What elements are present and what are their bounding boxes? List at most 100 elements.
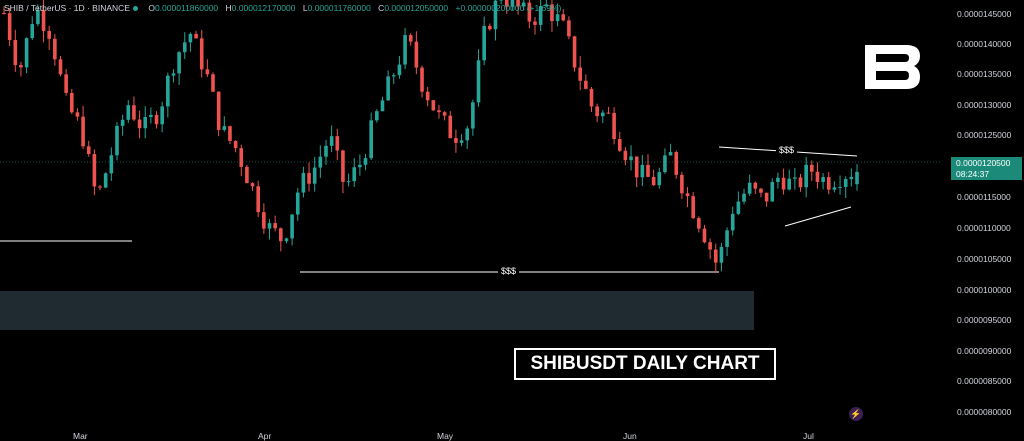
price-label: 0.0000130000: [957, 100, 1012, 110]
candle-body: [493, 0, 498, 30]
candle-body: [459, 140, 464, 143]
candle-body: [137, 119, 142, 129]
lightning-icon[interactable]: ⚡: [849, 407, 863, 421]
candle-body: [600, 112, 605, 117]
time-label: Jun: [623, 431, 637, 441]
candle-body: [629, 156, 633, 161]
candle-body: [798, 177, 803, 188]
price-scale[interactable]: [942, 0, 1024, 441]
price-label: 0.0000135000: [957, 69, 1012, 79]
candle-body: [301, 172, 306, 193]
price-label: 0.0000095000: [957, 315, 1012, 325]
candle-body: [589, 88, 594, 107]
candle-body: [634, 156, 639, 178]
candle-body: [120, 119, 125, 126]
candle-body: [651, 176, 656, 186]
candle-body: [375, 111, 379, 121]
candle-body: [194, 33, 198, 39]
candle-body: [2, 12, 6, 14]
candle-body: [284, 238, 289, 242]
candle-body: [804, 164, 808, 188]
candle-body: [838, 186, 842, 188]
candle-body: [358, 164, 362, 168]
candle-body: [510, 0, 515, 7]
price-label: 0.0000145000: [957, 9, 1012, 19]
candle-body: [352, 167, 357, 182]
candle-body: [386, 76, 390, 101]
time-label: Apr: [258, 431, 272, 441]
candle-body: [425, 91, 430, 101]
candle-body: [7, 13, 12, 41]
candle-body: [126, 105, 131, 120]
candle-body: [391, 75, 396, 77]
candle-body: [211, 74, 215, 92]
candle-body: [47, 30, 51, 39]
candle-body: [205, 69, 210, 75]
open-label: O: [148, 3, 155, 13]
time-label: Mar: [73, 431, 88, 441]
candle-body: [109, 155, 114, 174]
candle-body: [318, 156, 323, 168]
high-value: 0.000012170000: [231, 3, 296, 13]
candle-body: [75, 112, 80, 117]
candle-body: [245, 166, 249, 184]
candle-body: [154, 114, 159, 125]
candle-body: [437, 110, 441, 113]
demand-zone: [0, 291, 754, 330]
candle-body: [855, 171, 859, 185]
candle-body: [747, 182, 752, 194]
candle-body: [482, 25, 486, 61]
current-price-value: 0.0000120500: [956, 158, 1011, 168]
candle-body: [228, 126, 232, 141]
candle-body: [149, 114, 153, 118]
candle-body: [98, 186, 102, 188]
candle-body: [307, 172, 311, 184]
candle-body: [380, 100, 385, 112]
candle-body: [521, 2, 526, 7]
symbol-label: SHIB / TetherUS · 1D · BINANCE: [4, 3, 130, 13]
candle-body: [815, 171, 820, 182]
candle-body: [295, 192, 300, 215]
candle-body: [69, 92, 74, 113]
candle-body: [736, 201, 741, 214]
candle-body: [324, 145, 328, 157]
price-label: 0.0000115000: [957, 192, 1011, 202]
candle-body: [414, 41, 419, 68]
candle-body: [680, 174, 684, 194]
candle-body: [499, 0, 503, 1]
candle-body: [448, 115, 453, 139]
market-status-icon: [132, 6, 138, 12]
candle-body: [578, 67, 582, 81]
candle-body: [81, 116, 85, 147]
candle-body: [685, 193, 690, 197]
candle-body: [53, 38, 57, 60]
chart-title: SHIBUSDT DAILY CHART: [514, 348, 776, 380]
candle-body: [617, 139, 622, 151]
candle-body: [335, 136, 340, 151]
candle-body: [171, 73, 176, 76]
candle-body: [13, 40, 18, 66]
candle-body: [753, 182, 758, 189]
candle-body: [454, 138, 458, 143]
candle-body: [369, 120, 373, 159]
candle-body: [346, 181, 351, 183]
open-value: 0.000011860000: [154, 3, 219, 13]
liquidity-label-high: $$$: [776, 145, 798, 155]
candle-body: [646, 164, 650, 177]
candle-body: [36, 9, 40, 25]
candle-body: [668, 152, 673, 156]
candle-body: [290, 214, 294, 239]
candle-body: [420, 67, 424, 92]
brand-b-logo-icon: [865, 45, 920, 89]
candle-body: [719, 246, 724, 263]
candle-body: [397, 64, 402, 76]
candle-body: [182, 42, 187, 53]
high-label: H: [225, 3, 232, 13]
liquidity-label-low: $$$: [498, 266, 520, 276]
price-label: 0.0000100000: [957, 285, 1012, 295]
candle-body: [329, 136, 334, 146]
candle-body: [471, 102, 475, 129]
candle-body: [561, 14, 566, 21]
candle-body: [92, 154, 97, 187]
candle-body: [64, 74, 68, 93]
